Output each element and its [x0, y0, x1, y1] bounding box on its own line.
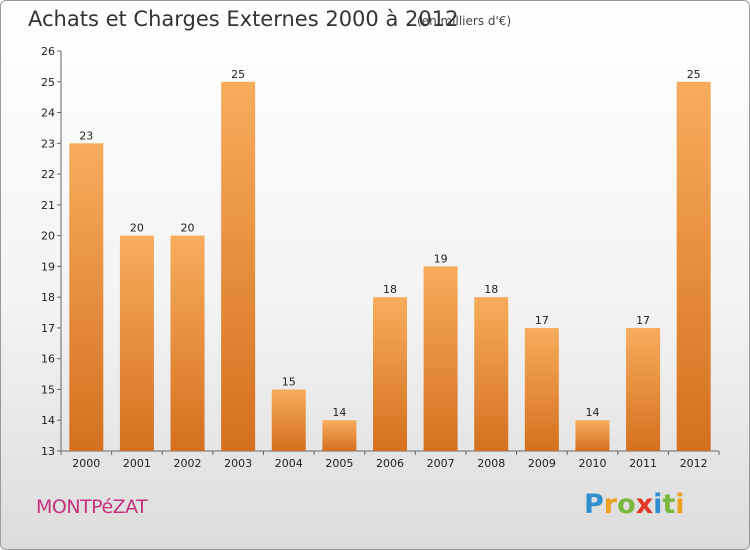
x-tick-label: 2000 — [72, 457, 100, 470]
y-tick-label: 20 — [41, 230, 55, 243]
logo-letter: P — [584, 489, 604, 520]
bars — [69, 81, 711, 452]
y-tick-label: 15 — [41, 383, 55, 396]
x-tick-label: 2011 — [629, 457, 657, 470]
y-tick-label: 13 — [41, 445, 55, 458]
x-tick-label: 2012 — [680, 457, 708, 470]
x-tick-label: 2002 — [174, 457, 202, 470]
y-tick-label: 22 — [41, 168, 55, 181]
y-tick-label: 18 — [41, 291, 55, 304]
bar — [474, 297, 509, 451]
bar — [322, 420, 357, 451]
bar — [373, 297, 407, 451]
bar — [271, 389, 306, 451]
x-tick-label: 2001 — [123, 457, 151, 470]
logo-letter: x — [635, 489, 654, 520]
bar-value-label: 20 — [130, 222, 144, 235]
proxiti-logo[interactable]: Proxiti — [584, 489, 685, 520]
y-tick-label: 26 — [41, 45, 55, 58]
x-tick-label: 2010 — [578, 457, 606, 470]
x-tick-label: 2007 — [427, 457, 455, 470]
logo-letter: r — [603, 489, 618, 520]
logo-letter: i — [675, 489, 685, 520]
axes: 13 14 15 16 17 18 19 20 21 22 23 24 25 26 2000 2001 2002… — [41, 45, 720, 470]
x-tick-label: 2004 — [275, 457, 303, 470]
bar-value-label: 17 — [636, 314, 650, 327]
bar-value-label: 25 — [687, 68, 701, 81]
bar-value-label: 17 — [535, 314, 549, 327]
bar — [423, 266, 458, 451]
x-tick-label: 2008 — [477, 457, 505, 470]
bar — [575, 420, 610, 451]
y-tick-label: 16 — [41, 353, 55, 366]
bar — [221, 81, 256, 452]
bar-value-label: 25 — [231, 68, 245, 81]
x-tick-label: 2006 — [376, 457, 404, 470]
x-tick-label: 2005 — [325, 457, 353, 470]
bar-value-label: 14 — [332, 406, 346, 419]
logo-letter: i — [653, 489, 663, 520]
chart-subtitle: (en milliers d'€) — [417, 14, 512, 28]
x-tick-label: 2009 — [528, 457, 556, 470]
bar-value-label: 18 — [383, 283, 397, 296]
chart-title: Achats et Charges Externes 2000 à 2012 — [28, 7, 459, 31]
bar-value-label: 19 — [434, 252, 448, 265]
bar-value-label: 14 — [585, 406, 599, 419]
bar — [170, 235, 205, 451]
y-tick-label: 25 — [41, 76, 55, 89]
y-tick-label: 23 — [41, 137, 55, 150]
logo-letter: t — [662, 489, 676, 520]
y-tick-label: 19 — [41, 260, 55, 273]
bar-value-label: 23 — [79, 129, 93, 142]
y-tick-label: 24 — [41, 107, 55, 120]
bar — [626, 327, 661, 451]
bar-value-label: 18 — [484, 283, 498, 296]
bar — [524, 327, 559, 451]
y-tick-label: 21 — [41, 199, 55, 212]
bar — [69, 143, 104, 452]
bar-value-label: 15 — [282, 375, 296, 388]
x-tick-label: 2003 — [224, 457, 252, 470]
y-tick-label: 14 — [41, 414, 55, 427]
logo-letter: o — [617, 489, 636, 520]
labels: 23 20 20 25 15 14 18 19 18 17 14 17 25 — [79, 68, 700, 419]
bar — [676, 81, 711, 452]
bar-value-label: 20 — [181, 222, 195, 235]
y-tick-label: 17 — [41, 322, 55, 335]
bar — [119, 235, 154, 451]
city-name: MONTPéZAT — [36, 496, 148, 518]
